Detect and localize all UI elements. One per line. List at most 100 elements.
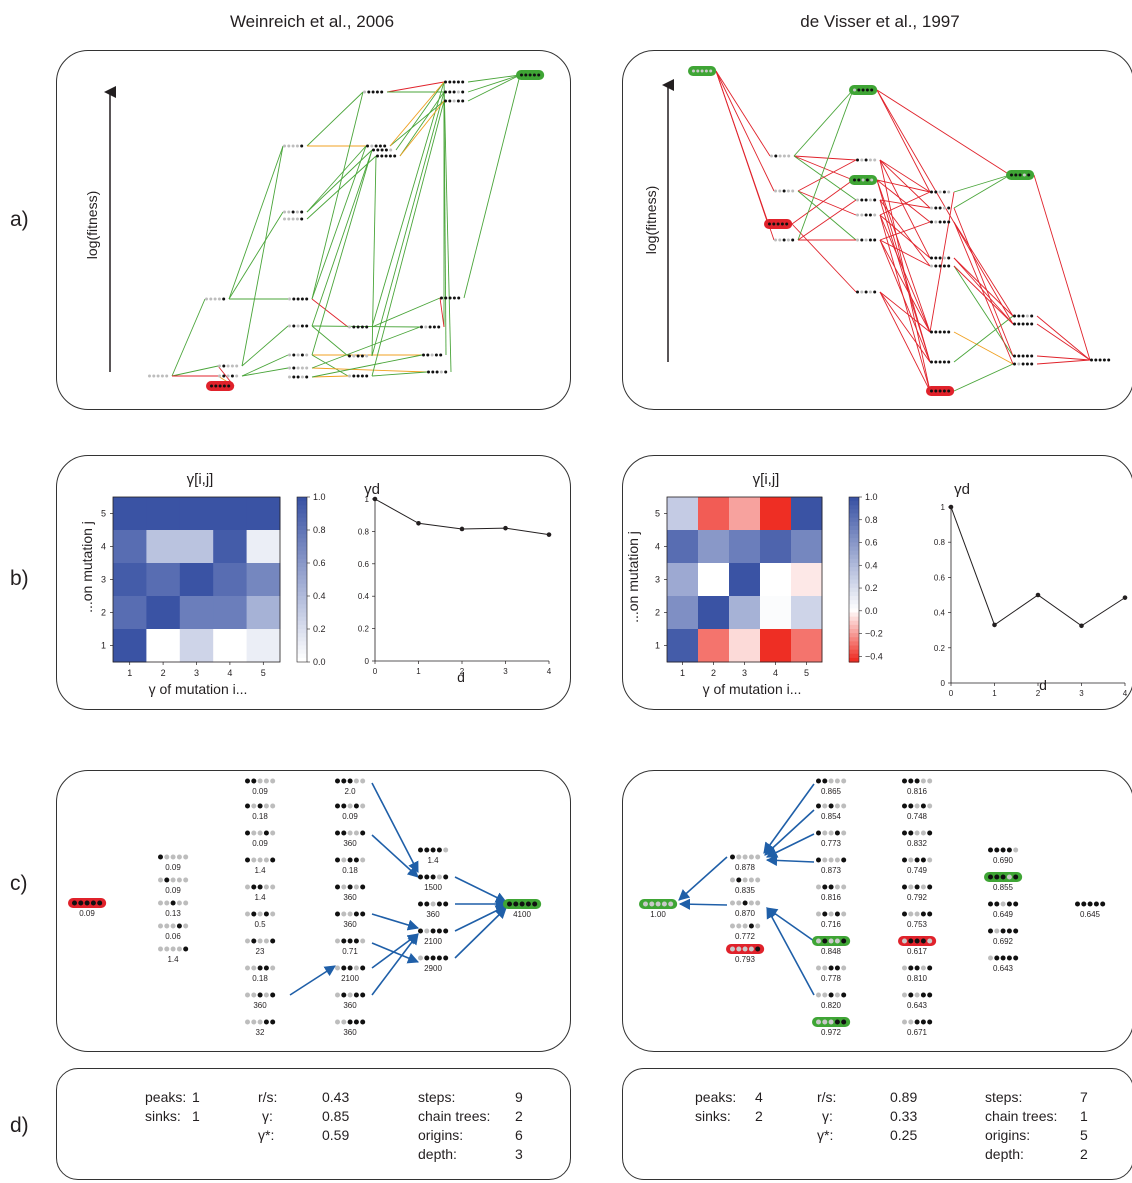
mutation-dot: [305, 366, 309, 370]
colorbar-swatch: [297, 633, 307, 638]
genotype: [902, 778, 933, 784]
genotype: [335, 803, 366, 809]
genotype: [926, 386, 955, 396]
genotype: [335, 965, 366, 971]
mutation-dot: [914, 778, 920, 784]
mutation-dot: [353, 938, 359, 944]
mutation-dot: [787, 154, 791, 158]
heatmap-cell: [213, 530, 248, 564]
mutation-dot: [902, 1019, 907, 1025]
mutation-dot: [300, 366, 304, 370]
mutation-dot: [347, 1019, 353, 1025]
mutation-dot: [360, 965, 366, 971]
genotype: [812, 936, 851, 946]
fitness-value: 0.749: [907, 866, 928, 875]
genotype: [335, 857, 366, 863]
fitness-value: 0.09: [165, 863, 181, 872]
heatmap-cell: [698, 497, 730, 531]
heatmap-cell: [213, 563, 248, 597]
colorbar-swatch: [297, 509, 307, 515]
mutation-dot: [868, 213, 872, 217]
landscape-edge: [171, 365, 219, 377]
mutation-dot: [786, 189, 790, 193]
x-tick-label: 4: [547, 667, 552, 676]
mutation-dot: [791, 189, 795, 193]
mutation-dot: [834, 911, 840, 917]
mutation-dot: [288, 297, 291, 301]
colorbar-swatch: [297, 637, 307, 642]
mutation-dot: [856, 158, 859, 162]
mutation-dot: [1000, 928, 1006, 934]
mutation-dot: [305, 324, 309, 328]
fitness-value: 360: [343, 920, 357, 929]
mutation-dot: [861, 88, 865, 92]
y-tick-label: 2: [655, 608, 660, 618]
mutation-dot: [930, 389, 933, 393]
fitness-value: 360: [426, 910, 440, 919]
mutation-dot: [938, 190, 942, 194]
colorbar-tick-label: 0.8: [313, 525, 326, 535]
mutation-dot: [380, 90, 384, 94]
gamma-star-value: 0.25: [890, 1127, 918, 1143]
mutation-dot: [295, 217, 299, 221]
mutation-dot: [1013, 322, 1016, 326]
mutation-dot: [930, 256, 933, 260]
mutation-dot: [448, 99, 452, 103]
landscape-edge: [241, 145, 284, 367]
landscape-edge: [311, 354, 423, 378]
mutation-dot: [436, 928, 442, 934]
fitness-value: 1.4: [254, 866, 266, 875]
colorbar-swatch: [297, 530, 307, 535]
mutation-dot: [251, 857, 257, 863]
mutation-dot: [755, 923, 761, 929]
mutation-dot: [347, 911, 353, 917]
mutation-dot: [730, 923, 735, 929]
mutation-dot: [938, 220, 942, 224]
fitness-value: 0.617: [907, 947, 928, 956]
row-label-a: a): [10, 208, 29, 231]
heatmap-cell: [113, 530, 147, 564]
mutation-dot: [347, 857, 353, 863]
colorbar-swatch: [849, 620, 859, 626]
mutation-dot: [934, 264, 938, 268]
mutation-dot: [288, 375, 291, 379]
mutation-dot: [335, 803, 340, 809]
mutation-dot: [461, 99, 465, 103]
colorbar-tick-label: 0.6: [313, 558, 326, 568]
mutation-dot: [360, 325, 364, 329]
mutation-dot: [371, 90, 375, 94]
mutation-dot: [443, 955, 449, 961]
heatmap-cell: [667, 530, 699, 564]
x-tick-label: 1: [416, 667, 421, 676]
mutation-dot: [914, 1019, 920, 1025]
mutation-dot: [902, 857, 907, 863]
mutation-dot: [245, 778, 250, 784]
colorbar-swatch: [849, 563, 859, 568]
mutation-dot: [245, 1019, 250, 1025]
genotype: [1013, 362, 1034, 366]
colorbar-swatch: [297, 587, 307, 593]
y-tick-label: 1: [655, 641, 660, 651]
mutation-dot: [183, 923, 189, 929]
mutation-dot: [363, 90, 366, 94]
genotype: [774, 238, 795, 242]
fitness-value: 0.716: [821, 920, 842, 929]
genotype: [902, 911, 933, 917]
genotype: [348, 325, 369, 329]
colorbar-swatch: [297, 657, 307, 663]
genotype: [902, 857, 933, 863]
fitness-value: 0.773: [821, 839, 842, 848]
genotype: [988, 928, 1019, 934]
mutation-dot: [1021, 322, 1025, 326]
landscape-edge: [467, 74, 521, 83]
mutation-dot: [1022, 173, 1026, 177]
genotype: [688, 66, 717, 76]
mutation-dot: [257, 1019, 263, 1025]
mutation-dot: [335, 778, 340, 784]
colorbar-swatch: [849, 542, 859, 548]
colorbar-swatch: [297, 629, 307, 634]
genotype: [849, 175, 878, 185]
mutation-dot: [443, 901, 449, 907]
sinks-label: sinks:: [695, 1108, 731, 1124]
heatmap-cell: [791, 596, 823, 630]
